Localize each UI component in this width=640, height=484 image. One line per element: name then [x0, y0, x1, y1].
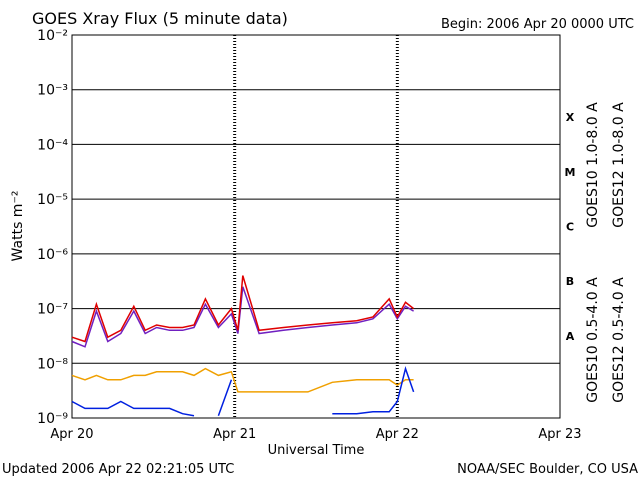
y-tick-label: 10⁻⁷: [37, 302, 68, 318]
flux-class-label: M: [565, 166, 576, 179]
x-tick-label: Apr 20: [50, 427, 93, 442]
x-tick-label: Apr 23: [538, 427, 581, 442]
flux-class-label: C: [566, 221, 574, 234]
y-tick-label: 10⁻⁴: [37, 137, 68, 153]
y-axis-label: Watts m⁻²: [10, 191, 26, 262]
plot-frame: [71, 34, 561, 419]
y-tick-label: 10⁻⁶: [37, 247, 68, 263]
chart-title: GOES Xray Flux (5 minute data): [32, 9, 288, 28]
series-line: [71, 367, 414, 393]
legend-label: GOES10 0.5-4.0 A: [585, 277, 601, 403]
x-tick-label: Apr 22: [376, 427, 419, 442]
series-line: [71, 275, 415, 343]
x-axis-label: Universal Time: [268, 443, 365, 458]
flux-class-label: B: [566, 275, 574, 288]
x-tick-label: Apr 21: [213, 427, 256, 442]
y-tick-label: 10⁻⁸: [37, 356, 68, 372]
legend-label: GOES12 1.0-8.0 A: [611, 102, 627, 228]
footer-right: NOAA/SEC Boulder, CO USA: [457, 462, 638, 477]
chart-subtitle: Begin: 2006 Apr 20 0000 UTC: [441, 17, 634, 32]
series-line: [71, 365, 415, 417]
flux-class-label: A: [566, 330, 575, 343]
y-tick-label: 10⁻³: [37, 83, 68, 99]
footer-left: Updated 2006 Apr 22 02:21:05 UTC: [2, 462, 234, 477]
y-tick-label: 10⁻⁵: [37, 192, 68, 208]
series-line: [71, 286, 414, 348]
legend-label: GOES10 1.0-8.0 A: [585, 102, 601, 228]
y-tick-label: 10⁻⁹: [37, 411, 68, 427]
y-tick-label: 10⁻²: [37, 28, 68, 44]
flux-class-label: X: [566, 111, 575, 124]
legend-label: GOES12 0.5-4.0 A: [611, 277, 627, 403]
